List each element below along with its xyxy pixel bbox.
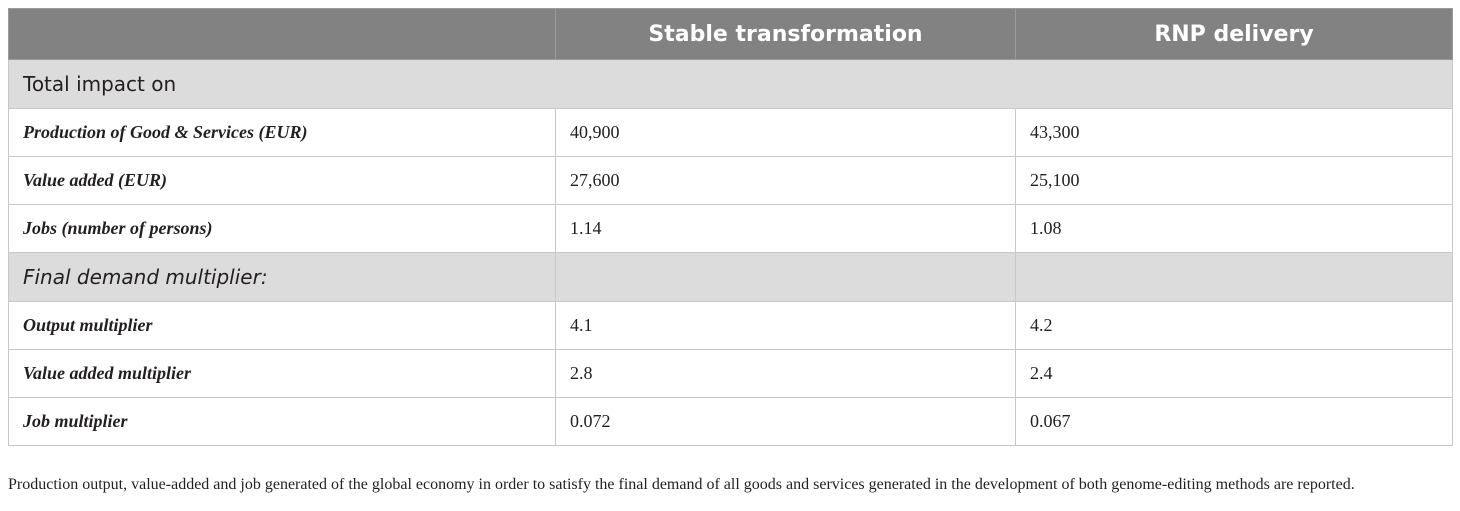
cell-rnp: 0.067	[1015, 397, 1453, 446]
section-title: Total impact on	[8, 59, 1453, 109]
table-row: Output multiplier 4.1 4.2	[8, 301, 1453, 350]
table-header-row: Stable transformation RNP delivery	[8, 8, 1453, 60]
table-caption: Production output, value-added and job g…	[8, 476, 1355, 493]
header-cell-stable-transformation: Stable transformation	[555, 8, 1016, 60]
row-label: Output multiplier	[8, 301, 556, 350]
row-label: Jobs (number of persons)	[8, 204, 556, 253]
header-cell-rnp-delivery: RNP delivery	[1015, 8, 1453, 60]
section-empty-cell	[1015, 252, 1453, 302]
row-label: Job multiplier	[8, 397, 556, 446]
cell-rnp: 25,100	[1015, 156, 1453, 205]
cell-stable: 2.8	[555, 349, 1016, 398]
cell-rnp: 4.2	[1015, 301, 1453, 350]
section-empty-cell	[555, 252, 1016, 302]
cell-rnp: 43,300	[1015, 108, 1453, 157]
cell-stable: 4.1	[555, 301, 1016, 350]
header-cell-empty	[8, 8, 556, 60]
cell-rnp: 2.4	[1015, 349, 1453, 398]
row-label: Value added (EUR)	[8, 156, 556, 205]
cell-stable: 1.14	[555, 204, 1016, 253]
cell-rnp: 1.08	[1015, 204, 1453, 253]
cell-stable: 27,600	[555, 156, 1016, 205]
table-row: Jobs (number of persons) 1.14 1.08	[8, 204, 1453, 253]
data-table-container: Stable transformation RNP delivery Total…	[8, 8, 1453, 446]
cell-stable: 40,900	[555, 108, 1016, 157]
row-label: Production of Good & Services (EUR)	[8, 108, 556, 157]
section-title: Final demand multiplier:	[8, 252, 556, 302]
section-row-total-impact: Total impact on	[8, 59, 1453, 109]
table-row: Job multiplier 0.072 0.067	[8, 397, 1453, 446]
data-table: Stable transformation RNP delivery Total…	[8, 8, 1453, 446]
table-row: Value added (EUR) 27,600 25,100	[8, 156, 1453, 205]
table-row: Value added multiplier 2.8 2.4	[8, 349, 1453, 398]
table-row: Production of Good & Services (EUR) 40,9…	[8, 108, 1453, 157]
row-label: Value added multiplier	[8, 349, 556, 398]
section-row-final-demand-multiplier: Final demand multiplier:	[8, 252, 1453, 302]
cell-stable: 0.072	[555, 397, 1016, 446]
